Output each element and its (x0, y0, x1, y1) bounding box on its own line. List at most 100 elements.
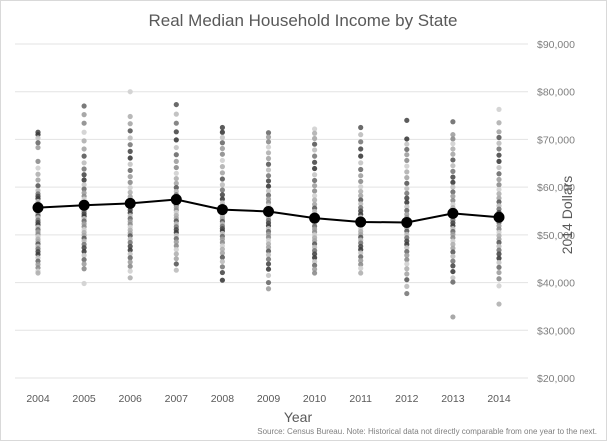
state-point (312, 177, 318, 184)
state-point (404, 175, 410, 181)
state-point (404, 117, 410, 123)
state-point (496, 243, 502, 249)
state-point (173, 158, 179, 164)
state-point (127, 243, 133, 249)
state-point (265, 173, 272, 179)
state-point (265, 139, 272, 145)
state-point (404, 204, 410, 210)
state-point (312, 153, 318, 159)
chart-title: Real Median Household Income by State (148, 11, 457, 30)
state-point (81, 245, 87, 251)
state-point (358, 258, 364, 264)
state-point (219, 192, 225, 198)
state-point (219, 250, 225, 256)
state-point (496, 191, 502, 197)
state-point (496, 301, 502, 307)
state-point (404, 180, 410, 186)
state-point (496, 152, 502, 158)
state-point (35, 270, 41, 276)
state-point (496, 251, 502, 257)
median-point (216, 204, 228, 216)
state-point (312, 135, 318, 142)
median-point (170, 194, 182, 206)
y-axis-label: 2014 Dollars (559, 176, 575, 255)
state-point (219, 196, 225, 202)
state-point (496, 269, 502, 276)
state-point (219, 254, 225, 260)
state-point (450, 263, 456, 269)
median-point (401, 216, 413, 228)
state-point (450, 258, 456, 264)
state-point (496, 171, 502, 177)
state-point (358, 160, 364, 166)
state-point (219, 277, 225, 283)
state-point (127, 174, 133, 180)
x-tick-label: 2006 (119, 393, 143, 405)
state-point (173, 101, 179, 108)
state-point (404, 283, 410, 289)
state-point (127, 135, 133, 141)
state-point (450, 132, 456, 138)
state-point (173, 111, 179, 117)
state-point (81, 112, 87, 118)
state-point (265, 272, 272, 279)
national-median-series (32, 194, 505, 228)
state-point (35, 177, 41, 183)
state-point (358, 173, 364, 179)
state-point (81, 266, 87, 272)
state-point (265, 256, 272, 262)
state-point (127, 189, 133, 195)
state-point (404, 271, 410, 277)
x-axis-label: Year (284, 409, 313, 425)
state-point (219, 187, 225, 193)
state-point (312, 130, 318, 136)
state-point (173, 239, 179, 245)
state-point (312, 141, 318, 147)
state-point (219, 129, 225, 135)
state-point (127, 185, 133, 191)
x-axis-ticks: 2004 2005 2006 2007 2008 2009 2010 2011 2012 2013… (26, 393, 511, 405)
state-point (173, 243, 179, 249)
x-tick-label: 2007 (165, 393, 189, 405)
state-point (450, 146, 456, 152)
state-point (496, 176, 502, 183)
state-point (173, 170, 179, 176)
state-point (450, 314, 456, 320)
state-point (312, 201, 318, 207)
state-point (265, 183, 272, 189)
state-point (81, 248, 87, 255)
state-point (173, 180, 179, 186)
state-point (265, 261, 272, 267)
state-point (265, 244, 272, 250)
x-tick-label: 2004 (26, 393, 50, 405)
y-tick-label: $50,000 (537, 230, 575, 242)
state-point (219, 124, 225, 131)
state-point (127, 194, 133, 200)
state-point (265, 188, 272, 194)
x-tick-label: 2009 (257, 393, 281, 405)
state-point (358, 197, 364, 203)
state-point (81, 280, 87, 287)
state-point (312, 159, 318, 165)
state-point (496, 276, 502, 282)
state-point (127, 263, 133, 269)
state-point (312, 165, 318, 172)
state-point (127, 121, 133, 127)
state-point (219, 182, 225, 188)
state-point (404, 207, 410, 214)
state-point (127, 247, 133, 253)
median-point (78, 199, 90, 211)
state-point (404, 141, 410, 147)
state-point (450, 163, 456, 169)
state-point (450, 245, 456, 251)
x-tick-label: 2010 (303, 393, 327, 405)
y-tick-label: $90,000 (537, 39, 575, 51)
state-point (35, 135, 41, 141)
x-tick-label: 2005 (72, 393, 96, 405)
state-point (404, 136, 410, 142)
state-point (173, 164, 179, 171)
state-point (450, 279, 456, 285)
state-point (496, 129, 502, 135)
state-point (450, 157, 456, 163)
y-tick-label: $80,000 (537, 87, 575, 99)
